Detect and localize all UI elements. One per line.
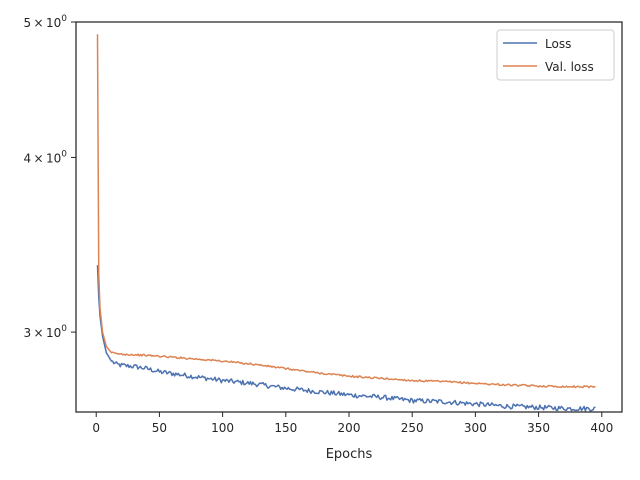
y-tick-label: 5 × 100 — [24, 14, 68, 30]
legend: Loss Val. loss — [496, 29, 615, 81]
x-tick-label: 100 — [211, 421, 234, 435]
x-tick-label: 150 — [274, 421, 297, 435]
series-lines — [96, 34, 596, 412]
series-line-val-loss — [96, 34, 596, 389]
legend-label-val-loss: Val. loss — [545, 60, 594, 74]
y-axis: 3 × 100 4 × 100 5 × 100 — [24, 14, 76, 340]
x-tick-label: 250 — [401, 421, 424, 435]
x-tick-label: 200 — [338, 421, 361, 435]
x-tick-label: 300 — [464, 421, 487, 435]
x-tick-label: 50 — [152, 421, 167, 435]
y-tick-label: 3 × 100 — [24, 324, 68, 340]
series-line-loss — [96, 265, 596, 412]
legend-label-loss: Loss — [545, 37, 571, 51]
x-axis-title: Epochs — [326, 447, 373, 462]
y-tick-label: 4 × 100 — [24, 149, 68, 165]
x-tick-label: 400 — [590, 421, 613, 435]
x-axis: 0 50 100 150 200 250 300 350 400 — [92, 412, 613, 435]
x-tick-label: 0 — [92, 421, 100, 435]
x-tick-label: 350 — [527, 421, 550, 435]
